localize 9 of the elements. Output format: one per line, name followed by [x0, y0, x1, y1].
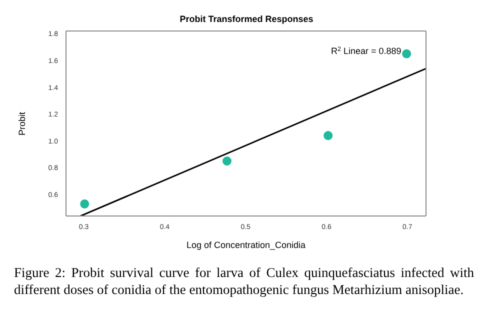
chart-title: Probit Transformed Responses [180, 14, 314, 24]
point [80, 199, 90, 208]
point [402, 49, 412, 58]
x-axis-title: Log of Concentration_Conidia [186, 240, 306, 250]
point [324, 131, 333, 140]
annotation: R$^{2}$ Linear = 0.889 [331, 46, 402, 56]
caption: Figure 2: Probit survival curve for larva of Culex quinquefasciatus infected with different doses of conidia of the entomopathogenic fungus Metarhizium anisopliae. [13, 264, 475, 298]
y-axis-title: Probit [17, 111, 28, 136]
point [222, 156, 232, 166]
